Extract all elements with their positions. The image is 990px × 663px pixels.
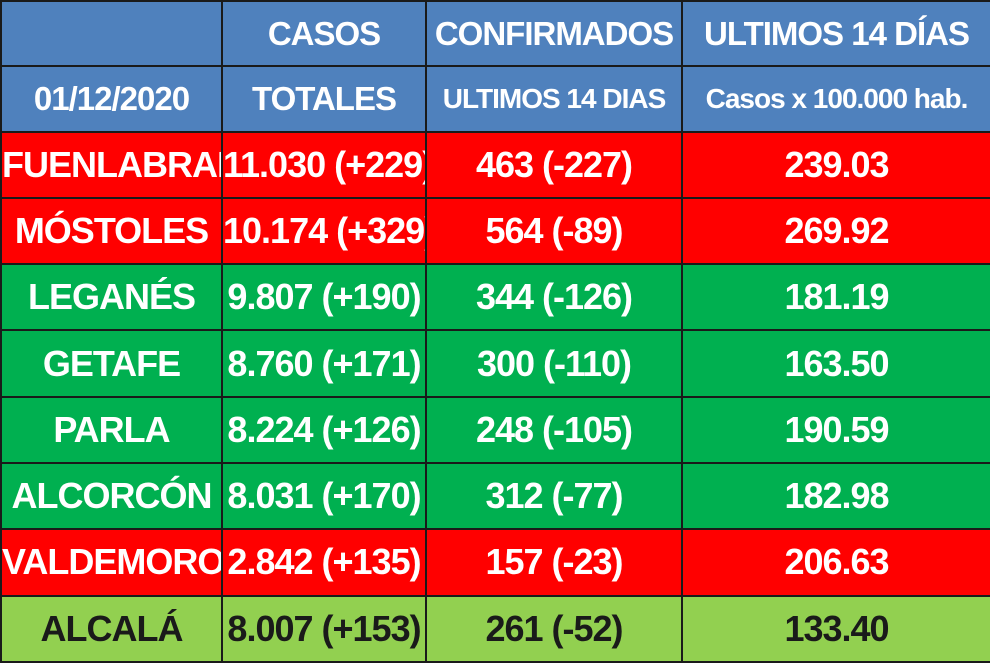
header-confirmados: CONFIRMADOS (425, 0, 683, 68)
casos-totales-cell: 10.174 (+329) (221, 196, 427, 266)
municipio-cell: VALDEMORO (0, 528, 223, 597)
casos-totales-cell: 8.224 (+126) (221, 395, 427, 465)
municipio-cell: LEGANÉS (0, 263, 223, 332)
confirmados-14-cell: 312 (-77) (425, 462, 683, 531)
header-corner-cell (0, 0, 223, 68)
confirmados-14-cell: 157 (-23) (425, 528, 683, 597)
municipio-cell: ALCORCÓN (0, 462, 223, 531)
incidencia-14-cell: 269.92 (681, 196, 990, 266)
header-date: 01/12/2020 (0, 65, 223, 133)
incidencia-14-cell: 133.40 (681, 594, 990, 663)
incidencia-14-cell: 206.63 (681, 528, 990, 597)
table-row: MÓSTOLES 10.174 (+329) 564 (-89) 269.92 (0, 196, 990, 266)
casos-totales-cell: 2.842 (+135) (221, 528, 427, 597)
confirmados-14-cell: 300 (-110) (425, 329, 683, 398)
municipio-cell: MÓSTOLES (0, 196, 223, 266)
table-row: LEGANÉS 9.807 (+190) 344 (-126) 181.19 (0, 263, 990, 332)
table-row: GETAFE 8.760 (+171) 300 (-110) 163.50 (0, 329, 990, 398)
header-ultimos-14-dias-sub: ULTIMOS 14 DIAS (425, 65, 683, 133)
casos-totales-cell: 11.030 (+229) (221, 130, 427, 199)
header-casos-por-100000: Casos x 100.000 hab. (681, 65, 990, 133)
header-row-2: 01/12/2020 TOTALES ULTIMOS 14 DIAS Casos… (0, 65, 990, 133)
table-row: ALCALÁ 8.007 (+153) 261 (-52) 133.40 (0, 594, 990, 663)
header-totales: TOTALES (221, 65, 427, 133)
incidencia-14-cell: 181.19 (681, 263, 990, 332)
header-casos: CASOS (221, 0, 427, 68)
casos-totales-cell: 8.007 (+153) (221, 594, 427, 663)
header-ultimos-14-dias: ULTIMOS 14 DÍAS (681, 0, 990, 68)
incidencia-14-cell: 190.59 (681, 395, 990, 465)
confirmados-14-cell: 564 (-89) (425, 196, 683, 266)
municipio-cell: FUENLABRADA (0, 130, 223, 199)
table-row: VALDEMORO 2.842 (+135) 157 (-23) 206.63 (0, 528, 990, 597)
table-row: FUENLABRADA 11.030 (+229) 463 (-227) 239… (0, 130, 990, 199)
table-row: PARLA 8.224 (+126) 248 (-105) 190.59 (0, 395, 990, 465)
casos-totales-cell: 8.031 (+170) (221, 462, 427, 531)
confirmados-14-cell: 261 (-52) (425, 594, 683, 663)
municipio-cell: GETAFE (0, 329, 223, 398)
incidencia-14-cell: 163.50 (681, 329, 990, 398)
municipio-cell: PARLA (0, 395, 223, 465)
table-row: ALCORCÓN 8.031 (+170) 312 (-77) 182.98 (0, 462, 990, 531)
casos-totales-cell: 8.760 (+171) (221, 329, 427, 398)
municipio-cell: ALCALÁ (0, 594, 223, 663)
header-row-1: CASOS CONFIRMADOS ULTIMOS 14 DÍAS (0, 0, 990, 68)
incidencia-14-cell: 182.98 (681, 462, 990, 531)
confirmados-14-cell: 248 (-105) (425, 395, 683, 465)
casos-totales-cell: 9.807 (+190) (221, 263, 427, 332)
incidencia-14-cell: 239.03 (681, 130, 990, 199)
confirmados-14-cell: 463 (-227) (425, 130, 683, 199)
confirmados-14-cell: 344 (-126) (425, 263, 683, 332)
